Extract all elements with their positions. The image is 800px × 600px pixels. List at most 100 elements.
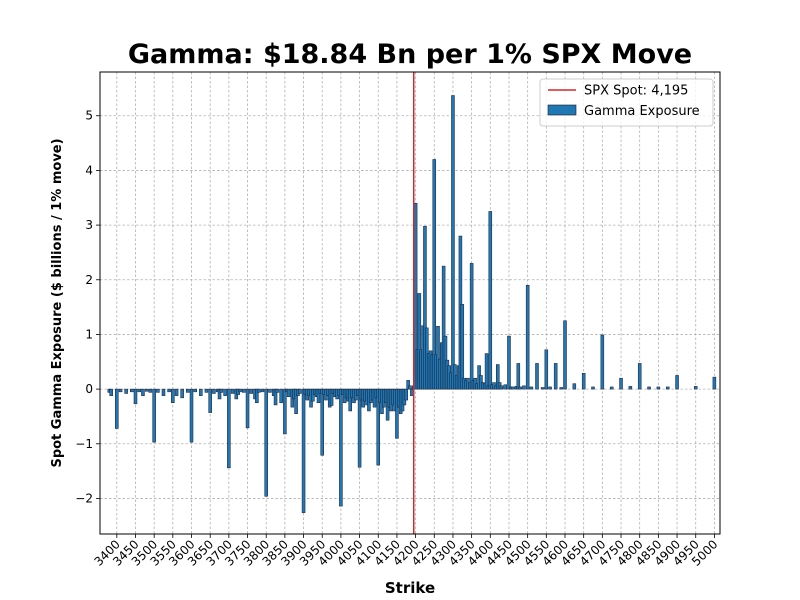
y-tick-label: 1 (85, 327, 93, 341)
gamma-bar (609, 386, 614, 390)
gamma-bar (174, 388, 179, 396)
gamma-bar (423, 225, 427, 390)
gamma-bar (469, 263, 474, 390)
gamma-bar (320, 388, 324, 456)
y-tick-label: 4 (85, 163, 93, 177)
gamma-bar (376, 388, 381, 466)
gamma-bar (204, 388, 209, 393)
gamma-bar (275, 388, 280, 393)
gamma-bar (496, 364, 500, 390)
gamma-bar (525, 284, 530, 390)
gamma-bar (675, 375, 679, 390)
gamma-bar (656, 386, 661, 390)
gamma-bar (329, 388, 334, 406)
gamma-bar (441, 265, 446, 390)
y-tick-label: 2 (85, 273, 93, 287)
gamma-bar (460, 304, 465, 390)
gamma-bar (581, 373, 586, 390)
gamma-bar (503, 384, 507, 390)
gamma-bar (507, 335, 511, 390)
gamma-bar (619, 377, 623, 390)
gamma-bar (553, 363, 558, 390)
gamma-bar (109, 388, 113, 396)
legend-spot-label: SPX Spot: 4,195 (584, 84, 688, 99)
gamma-bar (529, 386, 534, 390)
gamma-bar (298, 388, 302, 394)
gamma-bar (436, 325, 440, 390)
y-tick-label: 3 (85, 218, 93, 232)
gamma-bar (647, 386, 651, 390)
gamma-bar (535, 363, 539, 390)
gamma-bar (410, 388, 414, 396)
gamma-bar (141, 388, 145, 396)
gamma-bar (273, 388, 278, 406)
gamma-bar (559, 387, 564, 390)
gamma-bar (264, 388, 268, 497)
gamma-bar (180, 388, 184, 399)
y-tick-label: −1 (75, 437, 93, 451)
gamma-bar (133, 388, 138, 405)
gamma-bar (171, 388, 175, 404)
gamma-bar (488, 211, 493, 390)
y-axis-ticks: −2 −1 0 1 2 3 4 5 (75, 109, 100, 505)
gamma-bar (522, 385, 526, 390)
gamma-bar (227, 388, 231, 469)
x-axis-label: Strike (385, 579, 435, 597)
gamma-bar (357, 388, 362, 468)
bars (107, 95, 717, 513)
gamma-bar (404, 388, 409, 401)
gamma-bar (219, 388, 224, 393)
gamma-bar (255, 388, 259, 404)
gamma-bar (294, 388, 298, 414)
plot-frame (99, 71, 721, 535)
y-tick-label: −2 (75, 491, 93, 505)
gamma-bar (518, 386, 522, 390)
gamma-bar (301, 388, 306, 513)
gamma-bar (223, 388, 227, 396)
legend-gamma-label: Gamma Exposure (584, 104, 700, 119)
gamma-bar (406, 380, 410, 390)
gamma-bar (256, 388, 261, 393)
gamma-bar (417, 293, 422, 390)
legend-gamma-swatch (547, 104, 577, 116)
gamma-bar (348, 388, 352, 412)
gamma-bar (479, 375, 483, 390)
gamma-bar (161, 388, 166, 396)
gamma-bar (217, 388, 222, 400)
gamma-bar (148, 388, 153, 393)
gamma-bar (124, 388, 128, 394)
gamma-bar (189, 388, 194, 443)
gamma-bar (637, 363, 642, 390)
grid (100, 72, 720, 534)
gamma-bar (167, 388, 171, 393)
gamma-bar (544, 349, 549, 390)
gamma-bar (156, 388, 160, 393)
gamma-bar (283, 388, 287, 435)
gamma-bar (208, 388, 212, 413)
gamma-bar (238, 388, 242, 393)
gamma-bar (115, 388, 119, 429)
gamma-bar (137, 388, 141, 393)
gamma-bar (432, 159, 437, 390)
gamma-bar (129, 388, 134, 393)
gamma-bar (199, 388, 203, 396)
gamma-bar (372, 388, 377, 408)
gamma-bar (230, 388, 235, 394)
gamma-bar (484, 353, 489, 390)
gamma-bar (144, 388, 149, 392)
gamma-bar (408, 385, 412, 390)
gamma-bar (591, 386, 595, 390)
gamma-bar (245, 388, 250, 429)
gamma-bar (212, 388, 216, 394)
gamma-bar (540, 387, 545, 390)
gamma-bar (548, 386, 552, 390)
gamma-bar (563, 320, 567, 390)
gamma-bar (186, 388, 190, 393)
gamma-bar (193, 388, 197, 393)
gamma-bar (572, 383, 577, 390)
gamma-bar (286, 388, 291, 398)
gamma-bar (279, 388, 283, 404)
gamma-bar (118, 388, 123, 393)
y-tick-label: 0 (85, 382, 93, 396)
